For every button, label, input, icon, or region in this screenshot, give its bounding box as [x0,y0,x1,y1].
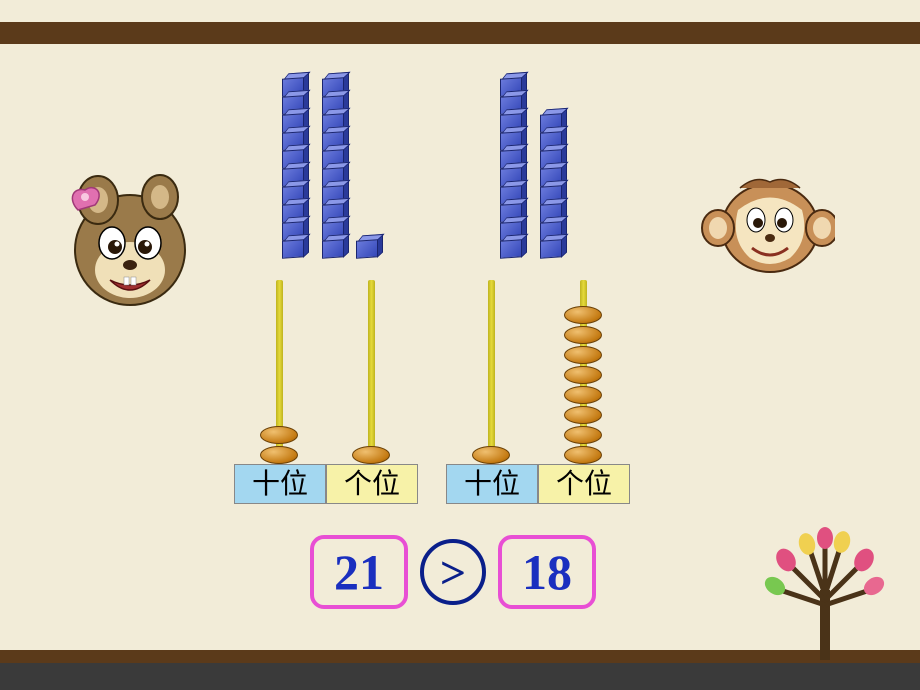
title-bar [0,0,920,22]
cube [500,239,522,259]
cube [322,239,344,259]
comparison-row: 21 > 18 [310,535,596,609]
monkey-character [700,170,835,280]
abacus-bead [564,306,602,324]
abacus-rod [276,280,283,464]
abacus-bead [260,446,298,464]
abacus-bead [564,406,602,424]
abacus-bead [564,446,602,464]
number-right: 18 [498,535,596,609]
top-border [0,22,920,44]
abacus-bead [564,326,602,344]
operator: > [420,539,486,605]
cube [356,239,378,259]
tens-place-label: 十位 [234,464,326,504]
abacus-bead [564,426,602,444]
ones-place-label: 个位 [326,464,418,504]
number-left: 21 [310,535,408,609]
tree-decoration [760,520,890,650]
cube [282,239,304,259]
abacus-bead [564,366,602,384]
abacus-rod [488,280,495,464]
abacus-bead [260,426,298,444]
abacus-bead [564,346,602,364]
abacus-bead [564,386,602,404]
abacus-bead [472,446,510,464]
ones-place-label: 个位 [538,464,630,504]
abacus-bead [352,446,390,464]
squirrel-character [60,165,200,315]
cube [540,239,562,259]
abacus-rod [368,280,375,464]
tens-place-label: 十位 [446,464,538,504]
abacus-rod [580,280,587,464]
bottom-band [0,663,920,690]
